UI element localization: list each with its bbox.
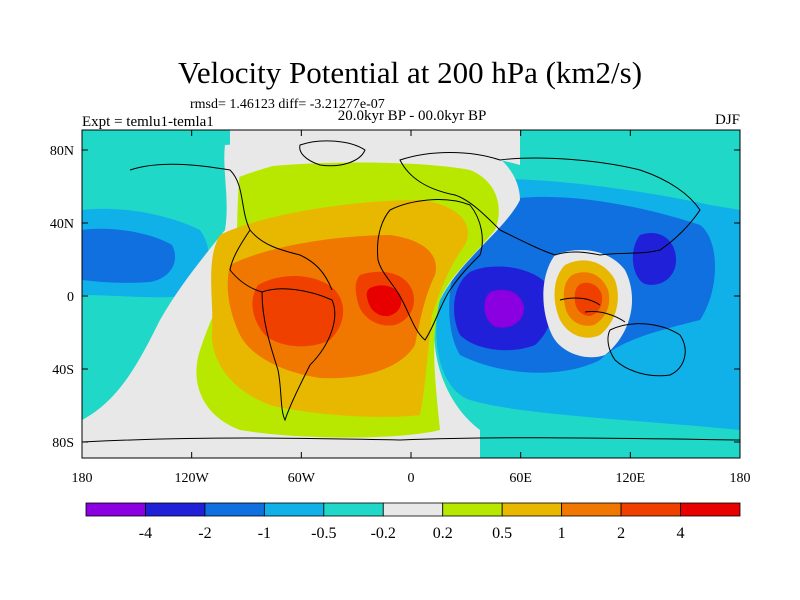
x-axis: 180 120W 60W 0 60E 120E 180 xyxy=(72,130,751,486)
y-axis: 80N 40N 0 40S 80S xyxy=(50,144,740,451)
x-tick-label: 0 xyxy=(408,471,415,486)
colorbar-swatch xyxy=(204,502,265,517)
colorbar-swatch xyxy=(680,502,741,517)
colorbar-label: 4 xyxy=(677,525,685,542)
australia-coast xyxy=(607,323,686,377)
colorbar-swatch xyxy=(85,502,146,517)
colorbar-label: -4 xyxy=(139,525,152,542)
africa-coast xyxy=(377,199,483,341)
y-tick-label: 80N xyxy=(50,144,74,159)
y-tick-label: 40S xyxy=(52,363,74,378)
x-tick-label: 60W xyxy=(288,471,316,486)
colorbar-label: 2 xyxy=(617,525,625,542)
colorbar-label: 0.5 xyxy=(492,525,512,542)
season-label: DJF xyxy=(715,112,740,128)
colorbar-label: -1 xyxy=(258,525,271,542)
north-america-coast xyxy=(129,163,333,291)
x-tick-label: 120W xyxy=(175,471,210,486)
colorbar-swatch xyxy=(620,502,681,517)
colorbar-label: 0.2 xyxy=(433,525,453,542)
south-america-coast xyxy=(261,288,336,422)
contour-neg-west-2 xyxy=(82,228,176,283)
colorbar-swatch xyxy=(501,502,563,517)
contour-pos-5 xyxy=(366,285,402,317)
y-tick-label: 0 xyxy=(67,290,74,305)
contour-pos-4 xyxy=(252,275,344,347)
colorbar-label: 1 xyxy=(558,525,566,542)
map-area xyxy=(82,130,740,458)
x-tick-label: 60E xyxy=(509,471,532,486)
colorbar-label: -0.2 xyxy=(371,525,396,542)
central-america-coast xyxy=(229,229,263,293)
colorbar-swatch xyxy=(263,502,325,517)
colorbar: -4 -2 -1 -0.5 -0.2 0.2 0.5 1 2 4 xyxy=(85,502,741,542)
x-tick-label: 180 xyxy=(730,471,751,486)
x-tick-label: 180 xyxy=(72,471,93,486)
stats-line: rmsd= 1.46123 diff= -3.21277e-07 xyxy=(190,97,385,112)
colorbar-label: -0.5 xyxy=(311,525,336,542)
figure-title: Velocity Potential at 200 hPa (km2/s) xyxy=(178,55,642,90)
indonesia-coast xyxy=(559,297,626,323)
colorbar-swatch xyxy=(382,502,444,517)
greenland-coast xyxy=(299,140,366,167)
colorbar-swatch xyxy=(323,502,384,517)
colorbar-swatch xyxy=(145,502,206,517)
y-tick-label: 80S xyxy=(52,436,74,451)
antarctica-coast xyxy=(82,437,740,443)
colorbar-swatch xyxy=(561,502,622,517)
x-tick-label: 120E xyxy=(616,471,646,486)
colorbar-label: -2 xyxy=(198,525,211,542)
contour-neg-4 xyxy=(484,289,524,328)
y-tick-label: 40N xyxy=(50,217,74,232)
period-label: 20.0kyr BP - 00.0kyr BP xyxy=(338,108,487,124)
eurasia-coast xyxy=(399,152,701,256)
contour-zero-north xyxy=(230,130,520,180)
coastlines xyxy=(82,140,740,443)
experiment-label: Expt = temlu1-temla1 xyxy=(82,114,214,130)
colorbar-swatch xyxy=(442,502,503,517)
